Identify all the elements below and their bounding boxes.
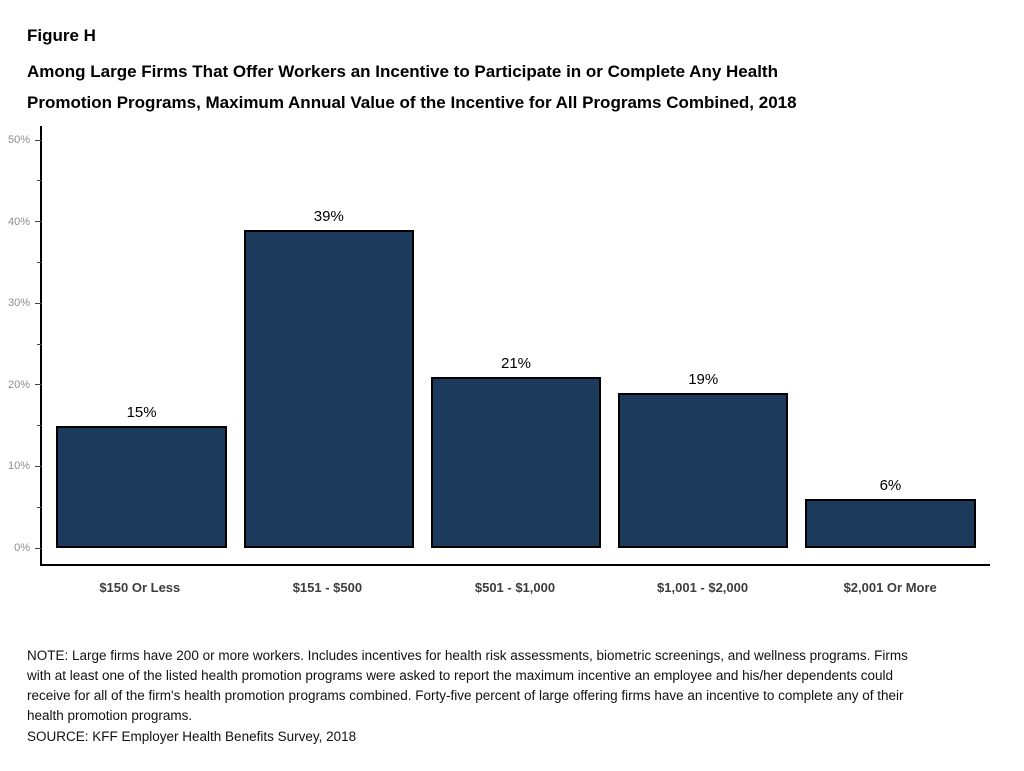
bar-slot: 15% [48,140,235,548]
y-tick-mark [35,221,42,223]
x-axis-category-label: $150 Or Less [99,580,181,595]
y-minor-tick-mark [37,506,42,508]
bar-slot: 21% [422,140,609,548]
bar-value-label: 19% [688,370,719,388]
figure-label: Figure H [27,26,96,45]
y-tick-mark [35,547,42,549]
bar [618,392,789,548]
y-minor-tick-mark [37,261,42,263]
y-tick-label: 10% [7,460,30,473]
y-tick-label: 20% [7,378,30,391]
y-tick-label: 0% [14,542,30,554]
y-minor-tick-mark [37,180,42,182]
y-tick-label: 30% [7,297,30,310]
y-tick-mark [35,384,42,386]
chart-footer: NOTE: Large firms have 200 or more worke… [27,646,929,747]
chart-header: Figure H Among Large Firms That Offer Wo… [0,0,1024,118]
y-tick-mark [35,465,42,467]
source-text: SOURCE: KFF Employer Health Benefits Sur… [27,729,357,744]
bar-value-label: 21% [500,354,532,372]
bar-value-label: 15% [126,403,157,421]
y-tick-label: 50% [7,134,30,146]
bar-chart: 0% 10% 20% 30% 40% 50% 15% 39% 21% 19% 6% $150 Or… [8,126,990,612]
x-axis-category-label: $501 - $1,000 [474,580,556,595]
y-minor-tick-mark [37,425,42,427]
x-axis-labels: $150 Or Less $151 - $500 $501 - $1,000 $1,0… [40,580,990,595]
bar [243,229,414,548]
y-minor-tick-mark [37,343,42,345]
y-tick-mark [35,139,42,141]
chart-title: Among Large Firms That Offer Workers an … [27,62,797,112]
note-text: NOTE: Large firms have 200 or more worke… [27,648,908,723]
bar [430,376,602,548]
bar-value-label: 6% [879,477,902,495]
x-axis-category-label: $2,001 Or More [843,580,937,595]
bar-value-label: 39% [313,207,344,225]
y-tick-mark [35,302,42,304]
bars-layer: 15% 39% 21% 19% 6% [42,140,990,548]
bar-slot: 6% [797,140,984,548]
x-axis-category-label: $1,001 - $2,000 [657,580,749,595]
bar-slot: 39% [235,140,422,548]
bar [56,425,227,548]
x-axis-category-label: $151 - $500 [292,580,363,595]
bar [805,499,976,548]
plot-area: 0% 10% 20% 30% 40% 50% 15% 39% 21% 19% 6% [8,126,990,566]
bar-slot: 19% [610,140,797,548]
y-tick-label: 40% [7,215,30,228]
